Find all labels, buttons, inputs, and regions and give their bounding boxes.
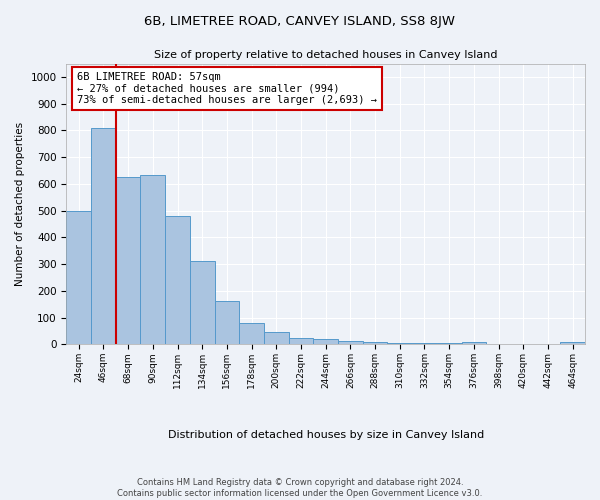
Bar	[338, 341, 363, 344]
Bar	[215, 301, 239, 344]
Bar	[140, 174, 165, 344]
Title: Size of property relative to detached houses in Canvey Island: Size of property relative to detached ho…	[154, 50, 497, 60]
X-axis label: Distribution of detached houses by size in Canvey Island: Distribution of detached houses by size …	[167, 430, 484, 440]
Bar	[91, 128, 116, 344]
Bar	[461, 342, 486, 344]
Bar	[67, 210, 91, 344]
Bar	[190, 262, 215, 344]
Bar	[165, 216, 190, 344]
Bar	[363, 342, 388, 344]
Bar	[560, 342, 585, 344]
Bar	[239, 323, 264, 344]
Text: 6B LIMETREE ROAD: 57sqm
← 27% of detached houses are smaller (994)
73% of semi-d: 6B LIMETREE ROAD: 57sqm ← 27% of detache…	[77, 72, 377, 105]
Bar	[289, 338, 313, 344]
Bar	[412, 343, 437, 344]
Bar	[116, 177, 140, 344]
Text: Contains HM Land Registry data © Crown copyright and database right 2024.
Contai: Contains HM Land Registry data © Crown c…	[118, 478, 482, 498]
Bar	[313, 339, 338, 344]
Y-axis label: Number of detached properties: Number of detached properties	[15, 122, 25, 286]
Text: 6B, LIMETREE ROAD, CANVEY ISLAND, SS8 8JW: 6B, LIMETREE ROAD, CANVEY ISLAND, SS8 8J…	[145, 15, 455, 28]
Bar	[388, 343, 412, 344]
Bar	[264, 332, 289, 344]
Bar	[437, 343, 461, 344]
